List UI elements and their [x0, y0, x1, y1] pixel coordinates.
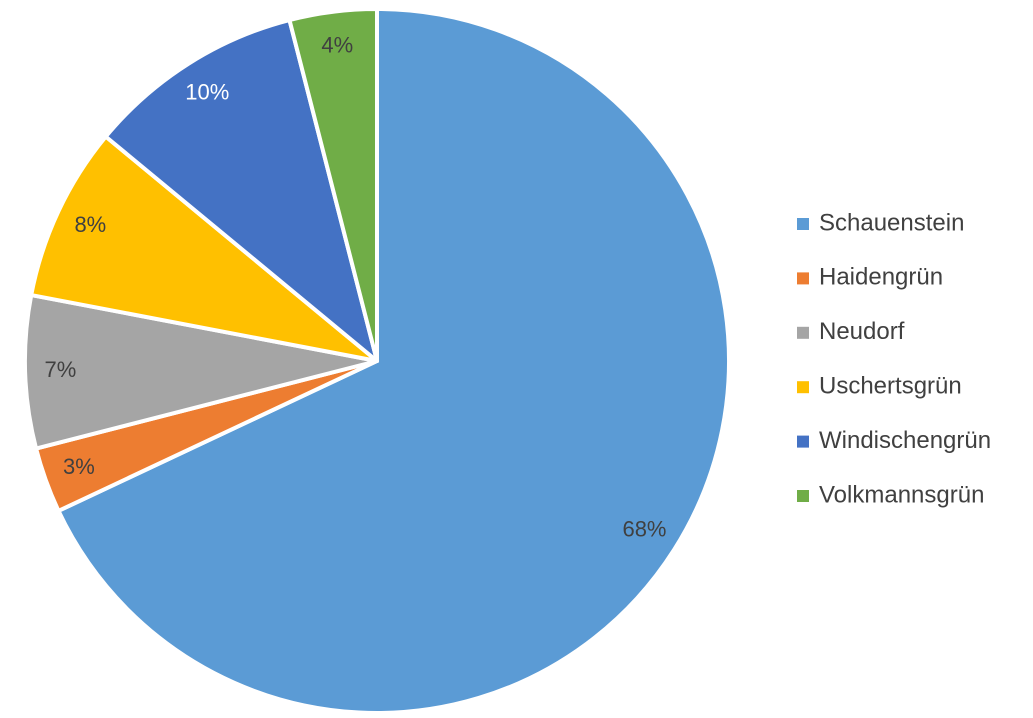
data-label: 68%	[622, 517, 666, 542]
legend-label: Neudorf	[819, 318, 905, 345]
pie-slice	[287, 7, 379, 363]
legend-swatch	[797, 218, 809, 230]
data-label: 4%	[321, 33, 353, 58]
legend-label: Schauenstein	[819, 209, 964, 236]
legend-label: Windischengrün	[819, 427, 991, 454]
data-label: 10%	[185, 79, 229, 104]
legend-swatch	[797, 381, 809, 394]
pie-slice	[56, 7, 731, 715]
legend-label: Haidengrün	[819, 264, 943, 291]
legend-swatch	[797, 272, 809, 285]
pie-slice	[29, 134, 379, 363]
legend-label: Volkmannsgrün	[819, 481, 984, 508]
legend-swatch	[797, 490, 809, 502]
data-label: 7%	[44, 357, 76, 382]
data-label: 8%	[74, 212, 106, 237]
legend-swatch	[797, 435, 809, 448]
legend-label: Uschertsgrün	[819, 373, 962, 400]
data-label: 3%	[63, 454, 95, 479]
legend-swatch	[797, 326, 809, 339]
pie-slice	[103, 18, 379, 363]
pie-slice	[23, 293, 379, 451]
